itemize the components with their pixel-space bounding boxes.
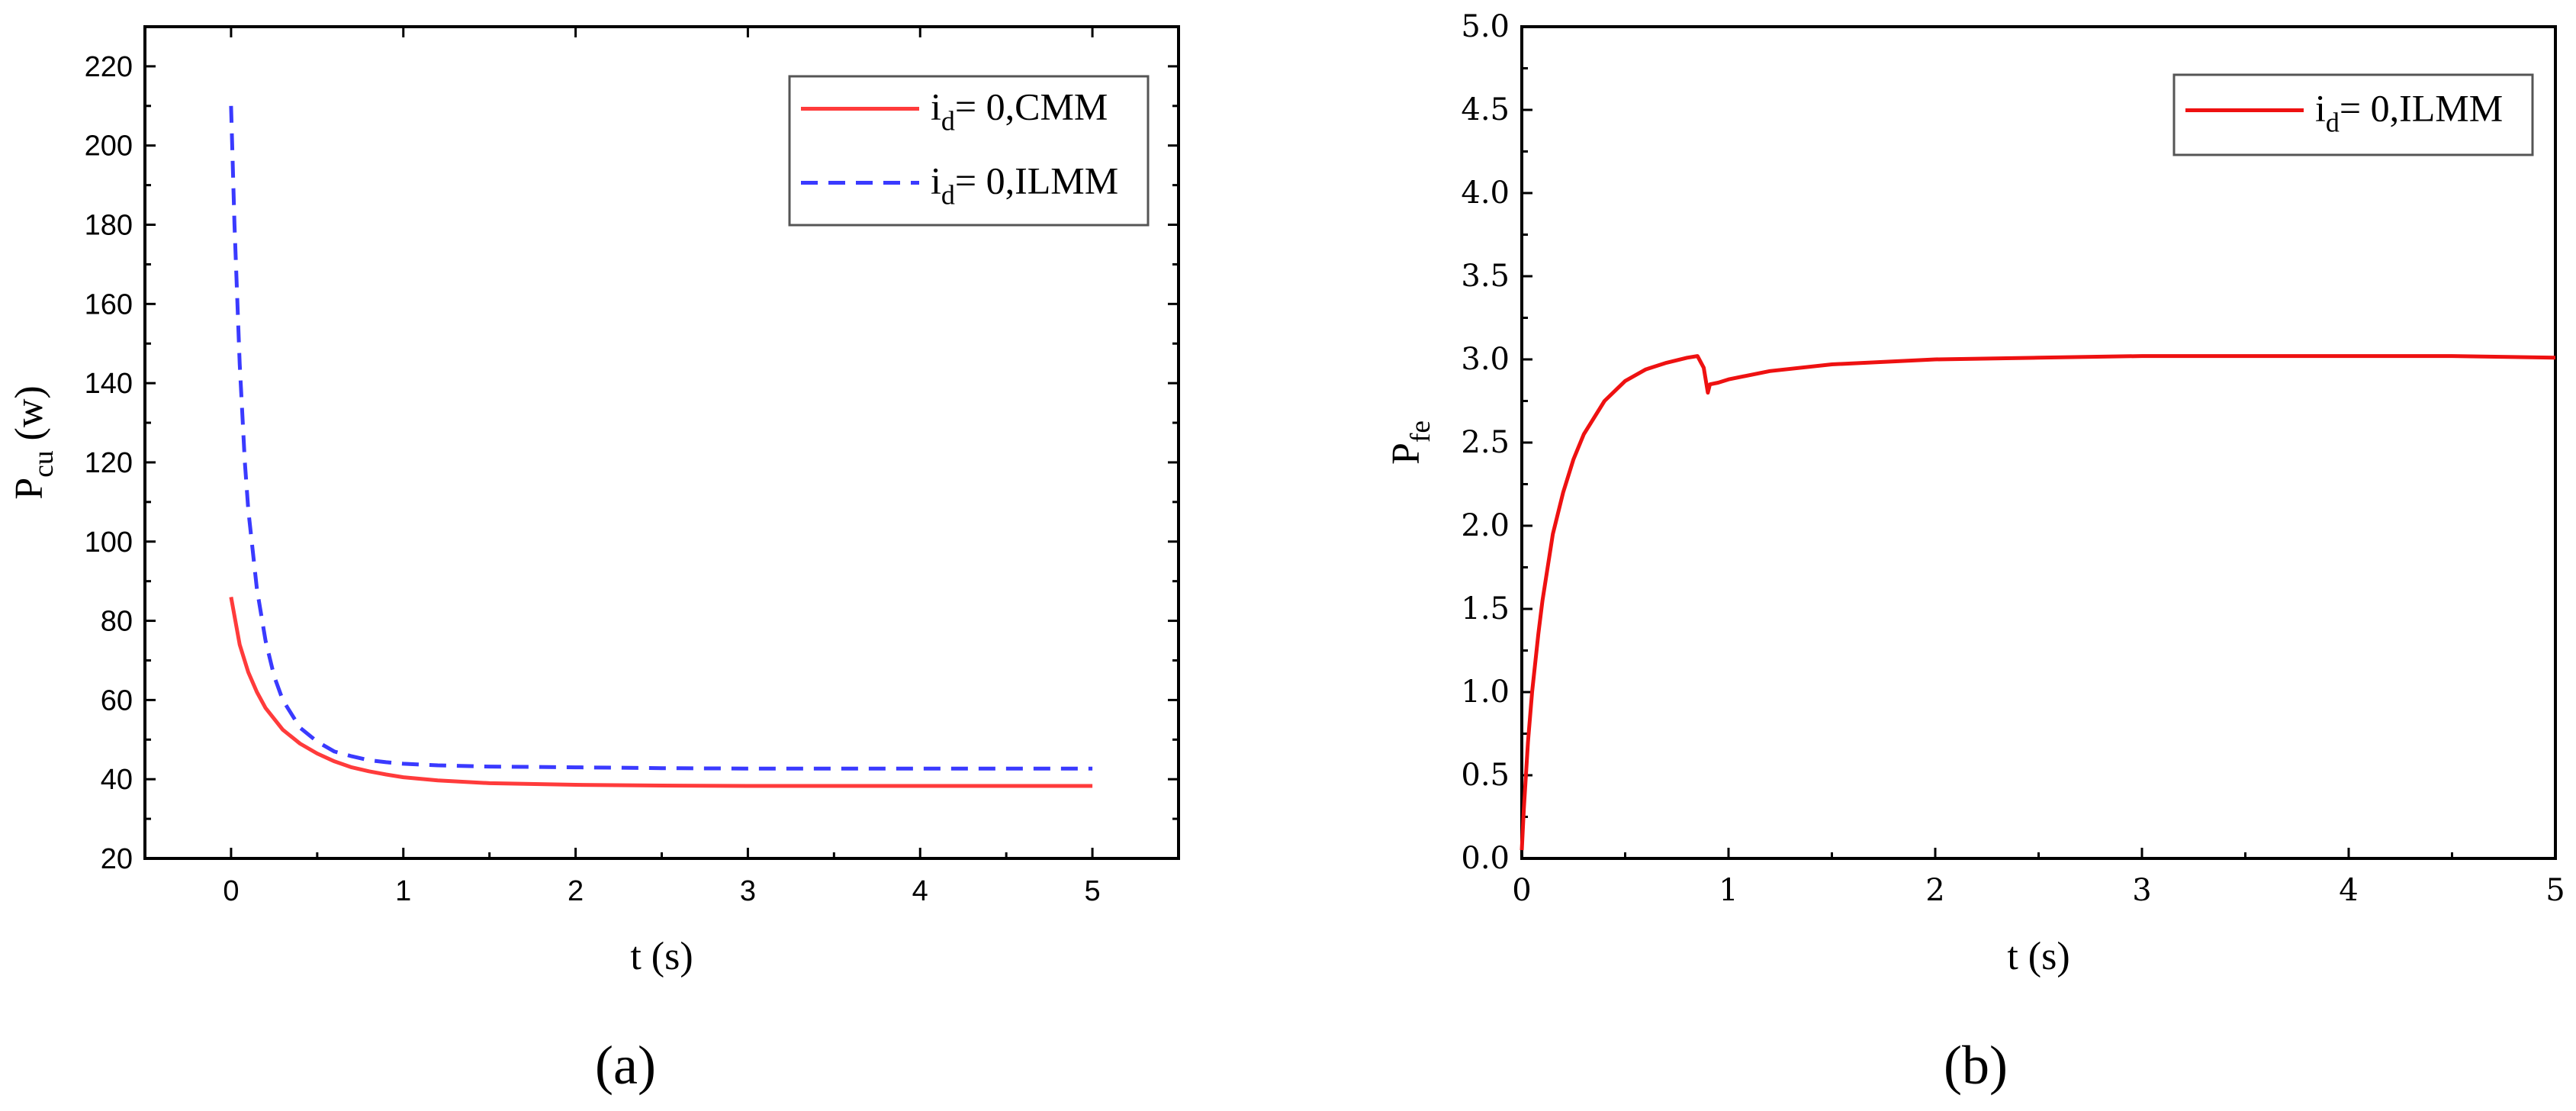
x-axis-title: t (s)	[2007, 935, 2069, 978]
y-tick-label: 1.5	[1461, 591, 1510, 626]
y-tick-label: 200	[85, 130, 133, 163]
y-tick-label: 220	[85, 51, 133, 83]
y-tick-label: 80	[101, 606, 133, 638]
legend-label-0-rest: = 0,CMM	[955, 85, 1108, 128]
x-tick-label: 2	[568, 875, 584, 907]
x-tick-label: 3	[740, 875, 756, 907]
x-tick-label: 2	[1925, 873, 1944, 908]
legend-label-0-sub: d	[2326, 108, 2340, 138]
legend-label-0-sub: d	[941, 106, 955, 137]
series-line-1	[229, 105, 1093, 771]
x-tick-label: 0	[223, 875, 239, 907]
legend-label-1-sub: d	[941, 180, 955, 211]
x-tick-label: 5	[2545, 873, 2565, 908]
y-tick-label: 180	[85, 210, 133, 242]
y-axis-title: Pcu (w)	[8, 385, 59, 499]
y-tick-label: 160	[85, 288, 133, 320]
y-tick-label: 0.5	[1461, 758, 1510, 793]
y-tick-label: 4.0	[1461, 176, 1510, 211]
y-tick-label: 2.0	[1461, 508, 1510, 543]
x-tick-label: 4	[912, 875, 928, 907]
legend-box	[788, 75, 1150, 227]
x-tick-label: 3	[2132, 873, 2151, 908]
y-tick-label: 3.5	[1461, 259, 1510, 294]
legend-label-1: id= 0,ILMM	[931, 159, 1118, 211]
legend-label-0: id= 0,CMM	[931, 85, 1108, 137]
x-tick-label: 1	[1719, 873, 1738, 908]
x-tick-label: 0	[1512, 873, 1531, 908]
y-axis-title-base: P	[1384, 443, 1428, 465]
y-axis-title-sub: cu	[28, 450, 59, 478]
x-tick-label: 4	[2339, 873, 2358, 908]
panel-label-b: (b)	[1944, 1035, 2008, 1096]
series-line-0	[229, 596, 1093, 788]
legend-box	[2172, 73, 2534, 156]
legend-label-0-base: i	[2315, 87, 2326, 130]
legend-label-0-rest: = 0,ILMM	[2340, 87, 2503, 130]
y-tick-label: 60	[101, 684, 133, 717]
y-tick-label: 0.0	[1461, 841, 1510, 876]
y-axis-title-base: P	[8, 478, 51, 500]
y-tick-label: 1.0	[1461, 675, 1510, 710]
chart-panel-a: 0 1 2 3 4 5 20 40 60 80 100 120 140 160 180 200 220 t (s)…	[8, 25, 1180, 978]
y-axis-title-sub: fe	[1405, 420, 1436, 443]
y-tick-label: 5.0	[1461, 9, 1510, 44]
legend-label-0: id= 0,ILMM	[2315, 87, 2503, 138]
legend-label-1-rest: = 0,ILMM	[955, 159, 1118, 202]
y-tick-label: 2.5	[1461, 425, 1510, 460]
y-tick-label: 4.5	[1461, 92, 1510, 127]
y-tick-label: 100	[85, 527, 133, 559]
series-line-0	[1520, 354, 2556, 851]
y-tick-label: 120	[85, 447, 133, 479]
y-axis-title-rest: (w)	[8, 385, 51, 450]
y-tick-label: 20	[101, 843, 133, 875]
panel-label-a: (a)	[595, 1035, 656, 1096]
y-tick-label: 40	[101, 764, 133, 796]
chart-panel-b: 0 1 2 3 4 5 0.0 0.5 1.0 1.5 2.0 2.5 3.0 3.5 4.0 4.5 5.0 t…	[1384, 9, 2565, 978]
x-tick-label: 5	[1085, 875, 1101, 907]
y-tick-label: 3.0	[1461, 342, 1510, 377]
x-axis-title: t (s)	[630, 935, 693, 978]
x-tick-label: 1	[395, 875, 411, 907]
legend-label-0-base: i	[931, 85, 941, 128]
legend-label-1-base: i	[931, 159, 941, 202]
y-axis-title: Pfe	[1384, 420, 1436, 465]
y-tick-label: 140	[85, 368, 133, 400]
